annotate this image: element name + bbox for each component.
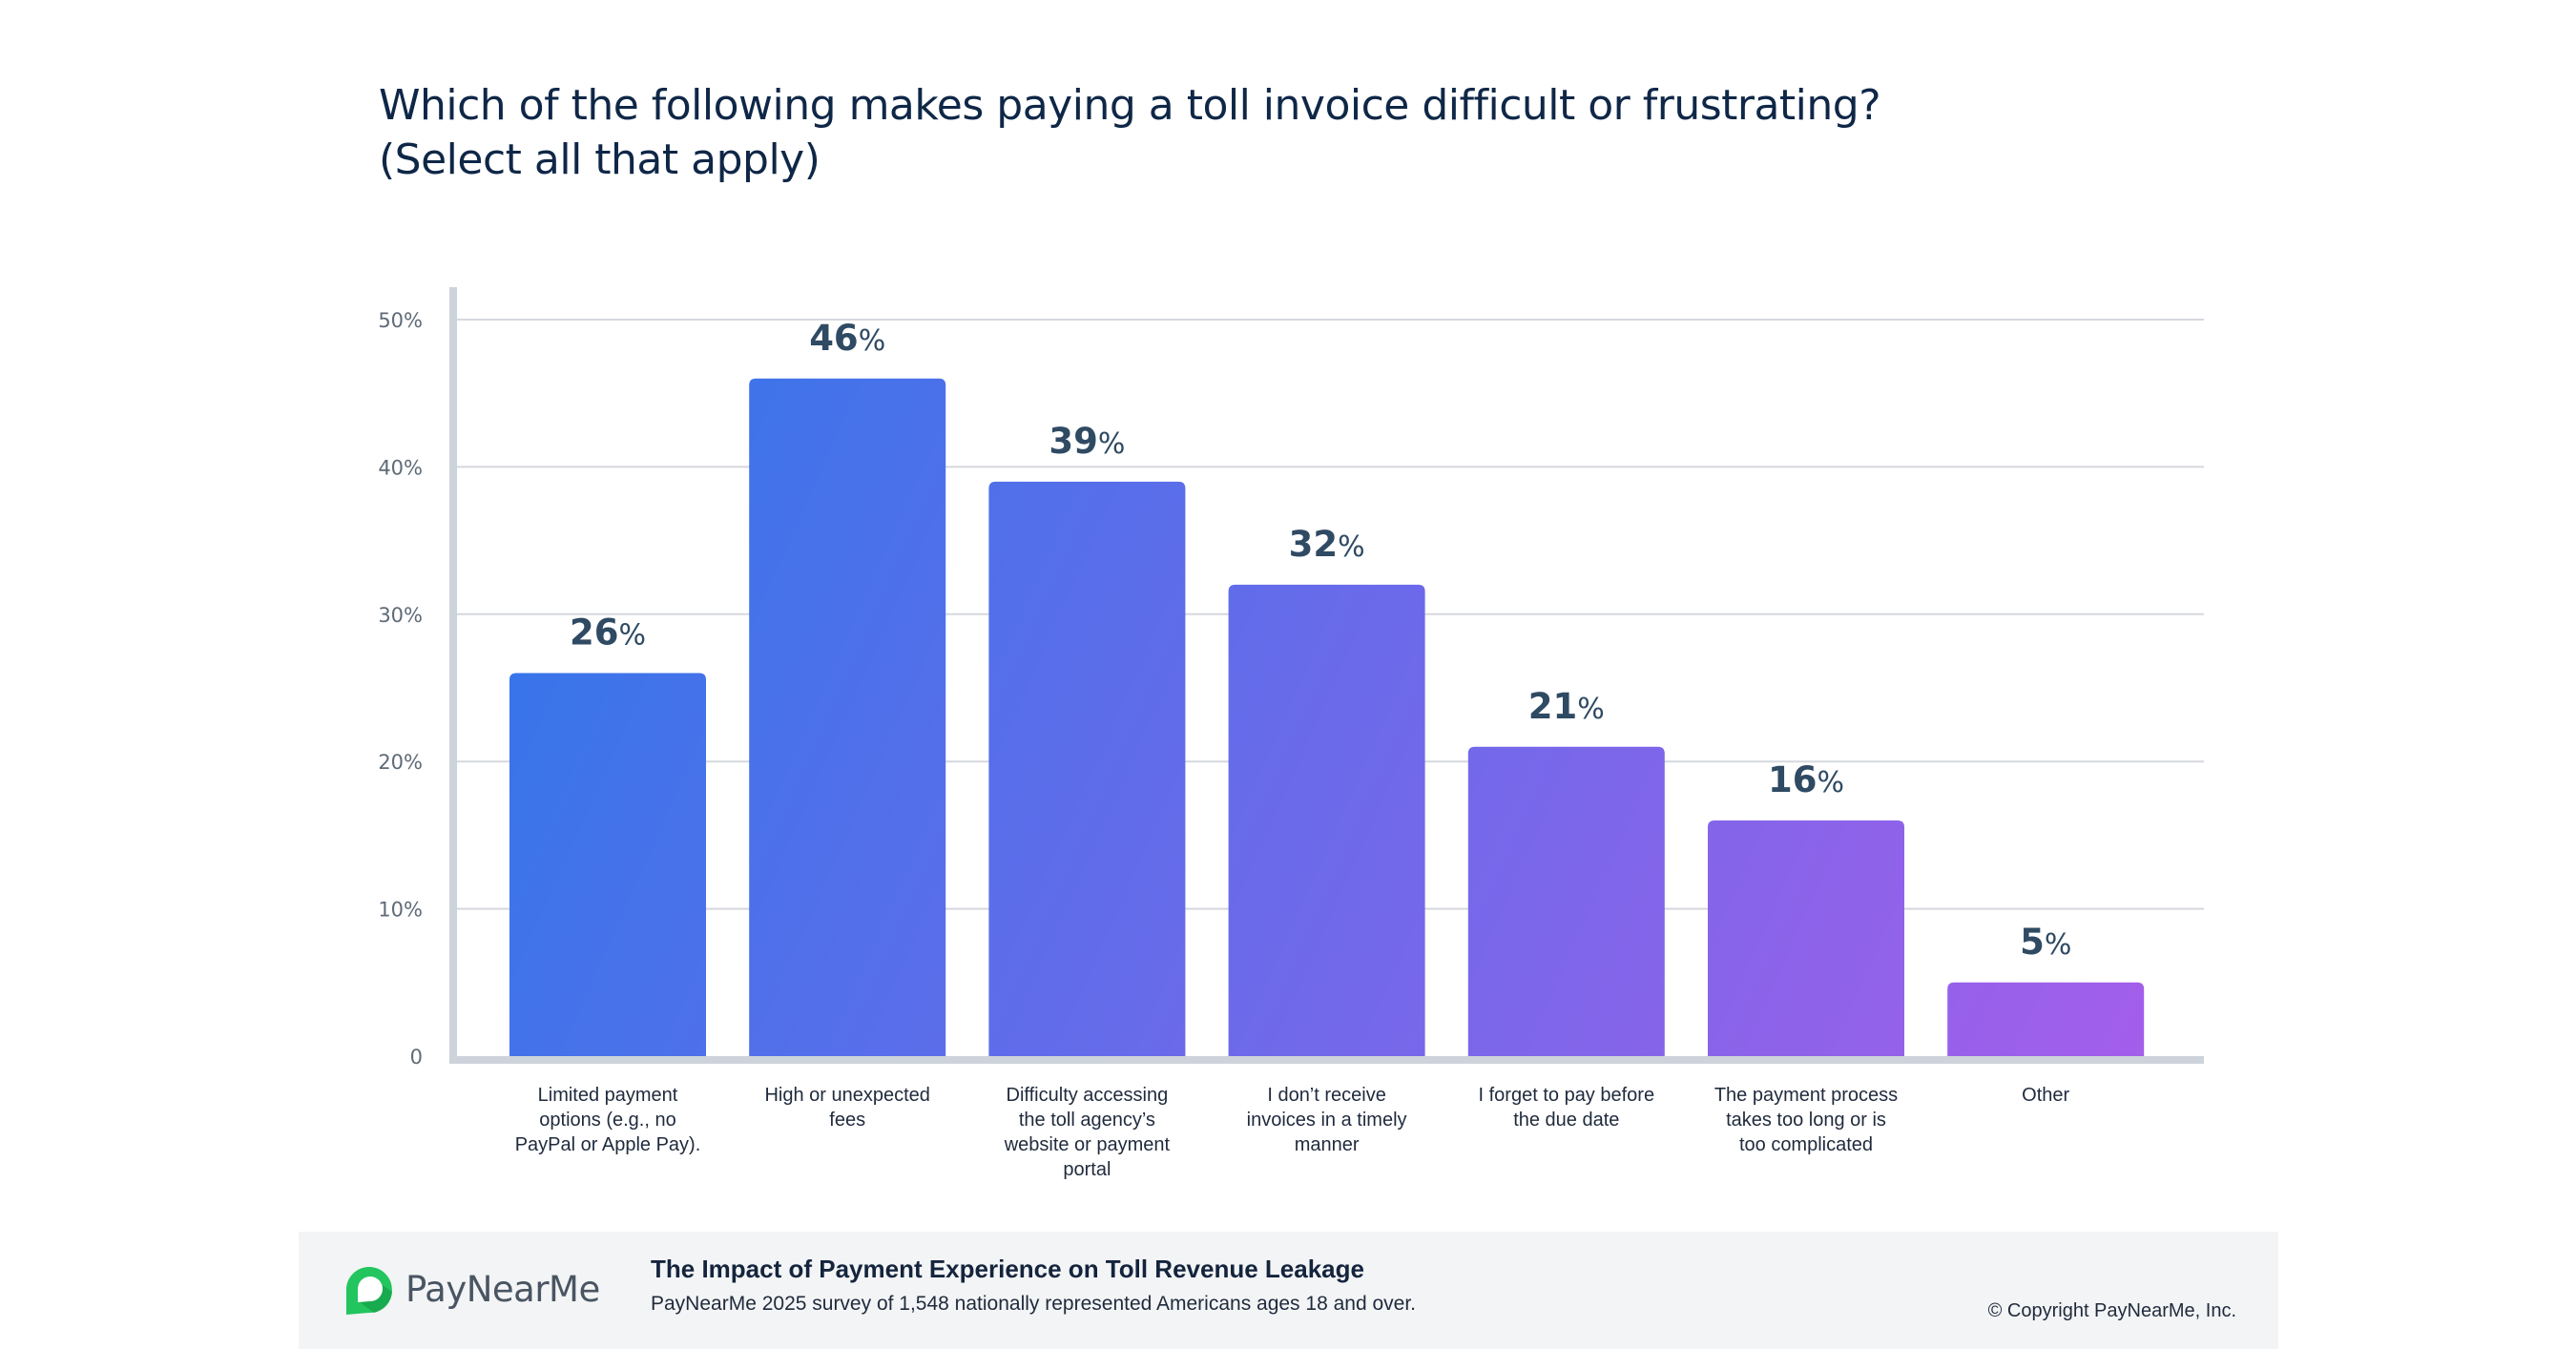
x-category-label-line: the due date xyxy=(1513,1110,1619,1131)
report-subtitle: PayNearMe 2025 survey of 1,548 nationall… xyxy=(651,1293,1416,1315)
x-category-label-line: invoices in a timely xyxy=(1247,1110,1407,1131)
value-label: 16% xyxy=(1768,759,1844,800)
chart-title: Which of the following makes paying a to… xyxy=(379,78,2096,187)
x-category-label-line: Difficulty accessing xyxy=(1007,1085,1169,1106)
bar xyxy=(1228,584,1425,1056)
value-label: 5% xyxy=(2020,922,2071,963)
x-category-label: Limited payment options (e.g., no PayPal o… xyxy=(515,1085,701,1155)
chart-title-line-2: (Select all that apply) xyxy=(379,135,821,184)
bar xyxy=(509,673,706,1056)
x-category-label-line: the toll agency’s xyxy=(1019,1110,1155,1131)
x-category-label: The payment process takes too long or is t… xyxy=(1714,1085,1898,1155)
value-labels: 26% 46% 39% 32% 21% 16% 5% xyxy=(570,318,2071,963)
x-category-label-line: takes too long or is xyxy=(1726,1110,1886,1131)
x-category-label-line: options (e.g., no xyxy=(539,1110,675,1131)
y-tick-label: 30% xyxy=(378,604,423,627)
report-title: The Impact of Payment Experience on Toll… xyxy=(651,1255,1364,1283)
x-category-label: I forget to pay before the due date xyxy=(1479,1085,1655,1131)
bars xyxy=(509,378,2145,1057)
x-category-label: Other xyxy=(2022,1085,2069,1106)
x-axis-line xyxy=(449,1056,2204,1064)
x-category-label-line: Limited payment xyxy=(538,1085,678,1106)
x-axis-category-labels: Limited payment options (e.g., no PayPal o… xyxy=(515,1085,2070,1180)
chart-title-line-1: Which of the following makes paying a to… xyxy=(379,81,1881,130)
x-category-label: I don’t receive invoices in a timely manne… xyxy=(1247,1085,1407,1155)
x-category-label-line: PayPal or Apple Pay). xyxy=(515,1134,701,1155)
bar xyxy=(1947,982,2145,1056)
y-tick-label: 0 xyxy=(410,1046,423,1069)
x-category-label-line: The payment process xyxy=(1714,1085,1898,1106)
value-label: 26% xyxy=(570,612,646,654)
x-category-label-line: too complicated xyxy=(1739,1134,1873,1155)
paynearme-logo-icon xyxy=(346,1267,392,1315)
x-category-label-line: website or payment xyxy=(1004,1134,1171,1155)
x-category-label: Difficulty accessing the toll agency’s web… xyxy=(1004,1085,1171,1180)
y-axis-tick-labels: 0 10% 20% 30% 40% 50% xyxy=(378,309,423,1069)
value-label: 21% xyxy=(1528,686,1605,727)
bar-chart: 0 10% 20% 30% 40% 50% 26% 46% 39% 32% 21% 16% 5% Li… xyxy=(378,287,2204,1180)
value-label: 39% xyxy=(1049,421,1125,462)
brand-name: PayNearMe xyxy=(405,1269,600,1310)
bar xyxy=(988,481,1186,1057)
x-category-label-line: High or unexpected xyxy=(764,1085,929,1106)
x-category-label-line: manner xyxy=(1295,1134,1360,1155)
bar xyxy=(1467,746,1665,1056)
value-label: 32% xyxy=(1289,524,1365,565)
x-category-label-line: I don’t receive xyxy=(1267,1085,1386,1106)
y-tick-label: 50% xyxy=(378,309,423,332)
y-tick-label: 20% xyxy=(378,751,423,774)
value-label: 46% xyxy=(809,318,885,359)
x-category-label-line: fees xyxy=(829,1110,865,1131)
x-category-label-line: Other xyxy=(2022,1085,2069,1106)
bar xyxy=(1708,820,1904,1056)
x-category-label-line: portal xyxy=(1063,1159,1111,1180)
y-tick-label: 10% xyxy=(378,899,423,922)
x-category-label: High or unexpected fees xyxy=(764,1085,929,1131)
y-tick-label: 40% xyxy=(378,456,423,479)
x-category-label-line: I forget to pay before xyxy=(1479,1085,1655,1106)
y-axis-line xyxy=(449,287,457,1064)
copyright-notice: © Copyright PayNearMe, Inc. xyxy=(1987,1300,2236,1321)
footer-banner: PayNearMe The Impact of Payment Experien… xyxy=(299,1232,2278,1349)
bar xyxy=(749,378,946,1056)
